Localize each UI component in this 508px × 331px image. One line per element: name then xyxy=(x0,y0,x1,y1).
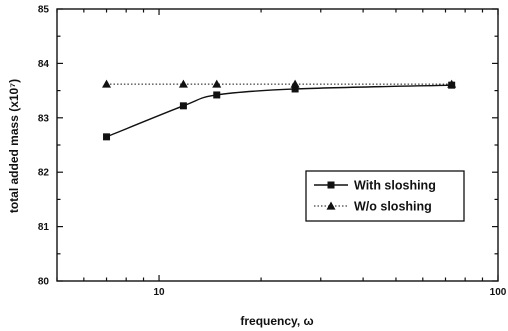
x-tick-label: 10 xyxy=(153,287,165,298)
square-marker xyxy=(103,133,111,141)
y-tick-label: 84 xyxy=(38,59,50,70)
y-tick-label: 85 xyxy=(38,5,50,16)
series-layer xyxy=(102,79,457,141)
y-tick-label: 80 xyxy=(38,277,50,288)
x-axis-ticks: 10 100 xyxy=(56,9,507,298)
legend-label: With sloshing xyxy=(354,179,436,193)
triangle-marker xyxy=(178,79,188,88)
y-axis-label: total added mass (x10⁷) xyxy=(7,79,21,213)
series-1 xyxy=(103,81,456,141)
plot-area xyxy=(56,8,499,282)
triangle-marker xyxy=(447,79,457,88)
legend-square-marker xyxy=(327,181,335,189)
legend-label: W/o sloshing xyxy=(354,200,432,214)
square-marker xyxy=(213,91,221,99)
square-marker xyxy=(291,85,299,93)
x-axis-label: frequency, ω xyxy=(240,314,313,328)
legend: With sloshing W/o sloshing xyxy=(305,170,465,222)
y-tick-label: 81 xyxy=(38,222,50,233)
triangle-marker xyxy=(290,79,300,88)
y-tick-label: 82 xyxy=(38,168,50,179)
series-line xyxy=(106,84,452,138)
series-2 xyxy=(102,79,457,88)
plot-frame xyxy=(56,8,499,282)
square-marker xyxy=(179,102,187,110)
x-tick-label: 100 xyxy=(490,287,507,298)
legend-box xyxy=(305,170,465,222)
triangle-marker xyxy=(212,79,222,88)
y-tick-label: 83 xyxy=(38,113,50,124)
y-axis-ticks: 80 81 82 83 84 85 xyxy=(38,5,498,288)
triangle-marker xyxy=(102,79,112,88)
legend-triangle-marker xyxy=(326,201,336,210)
